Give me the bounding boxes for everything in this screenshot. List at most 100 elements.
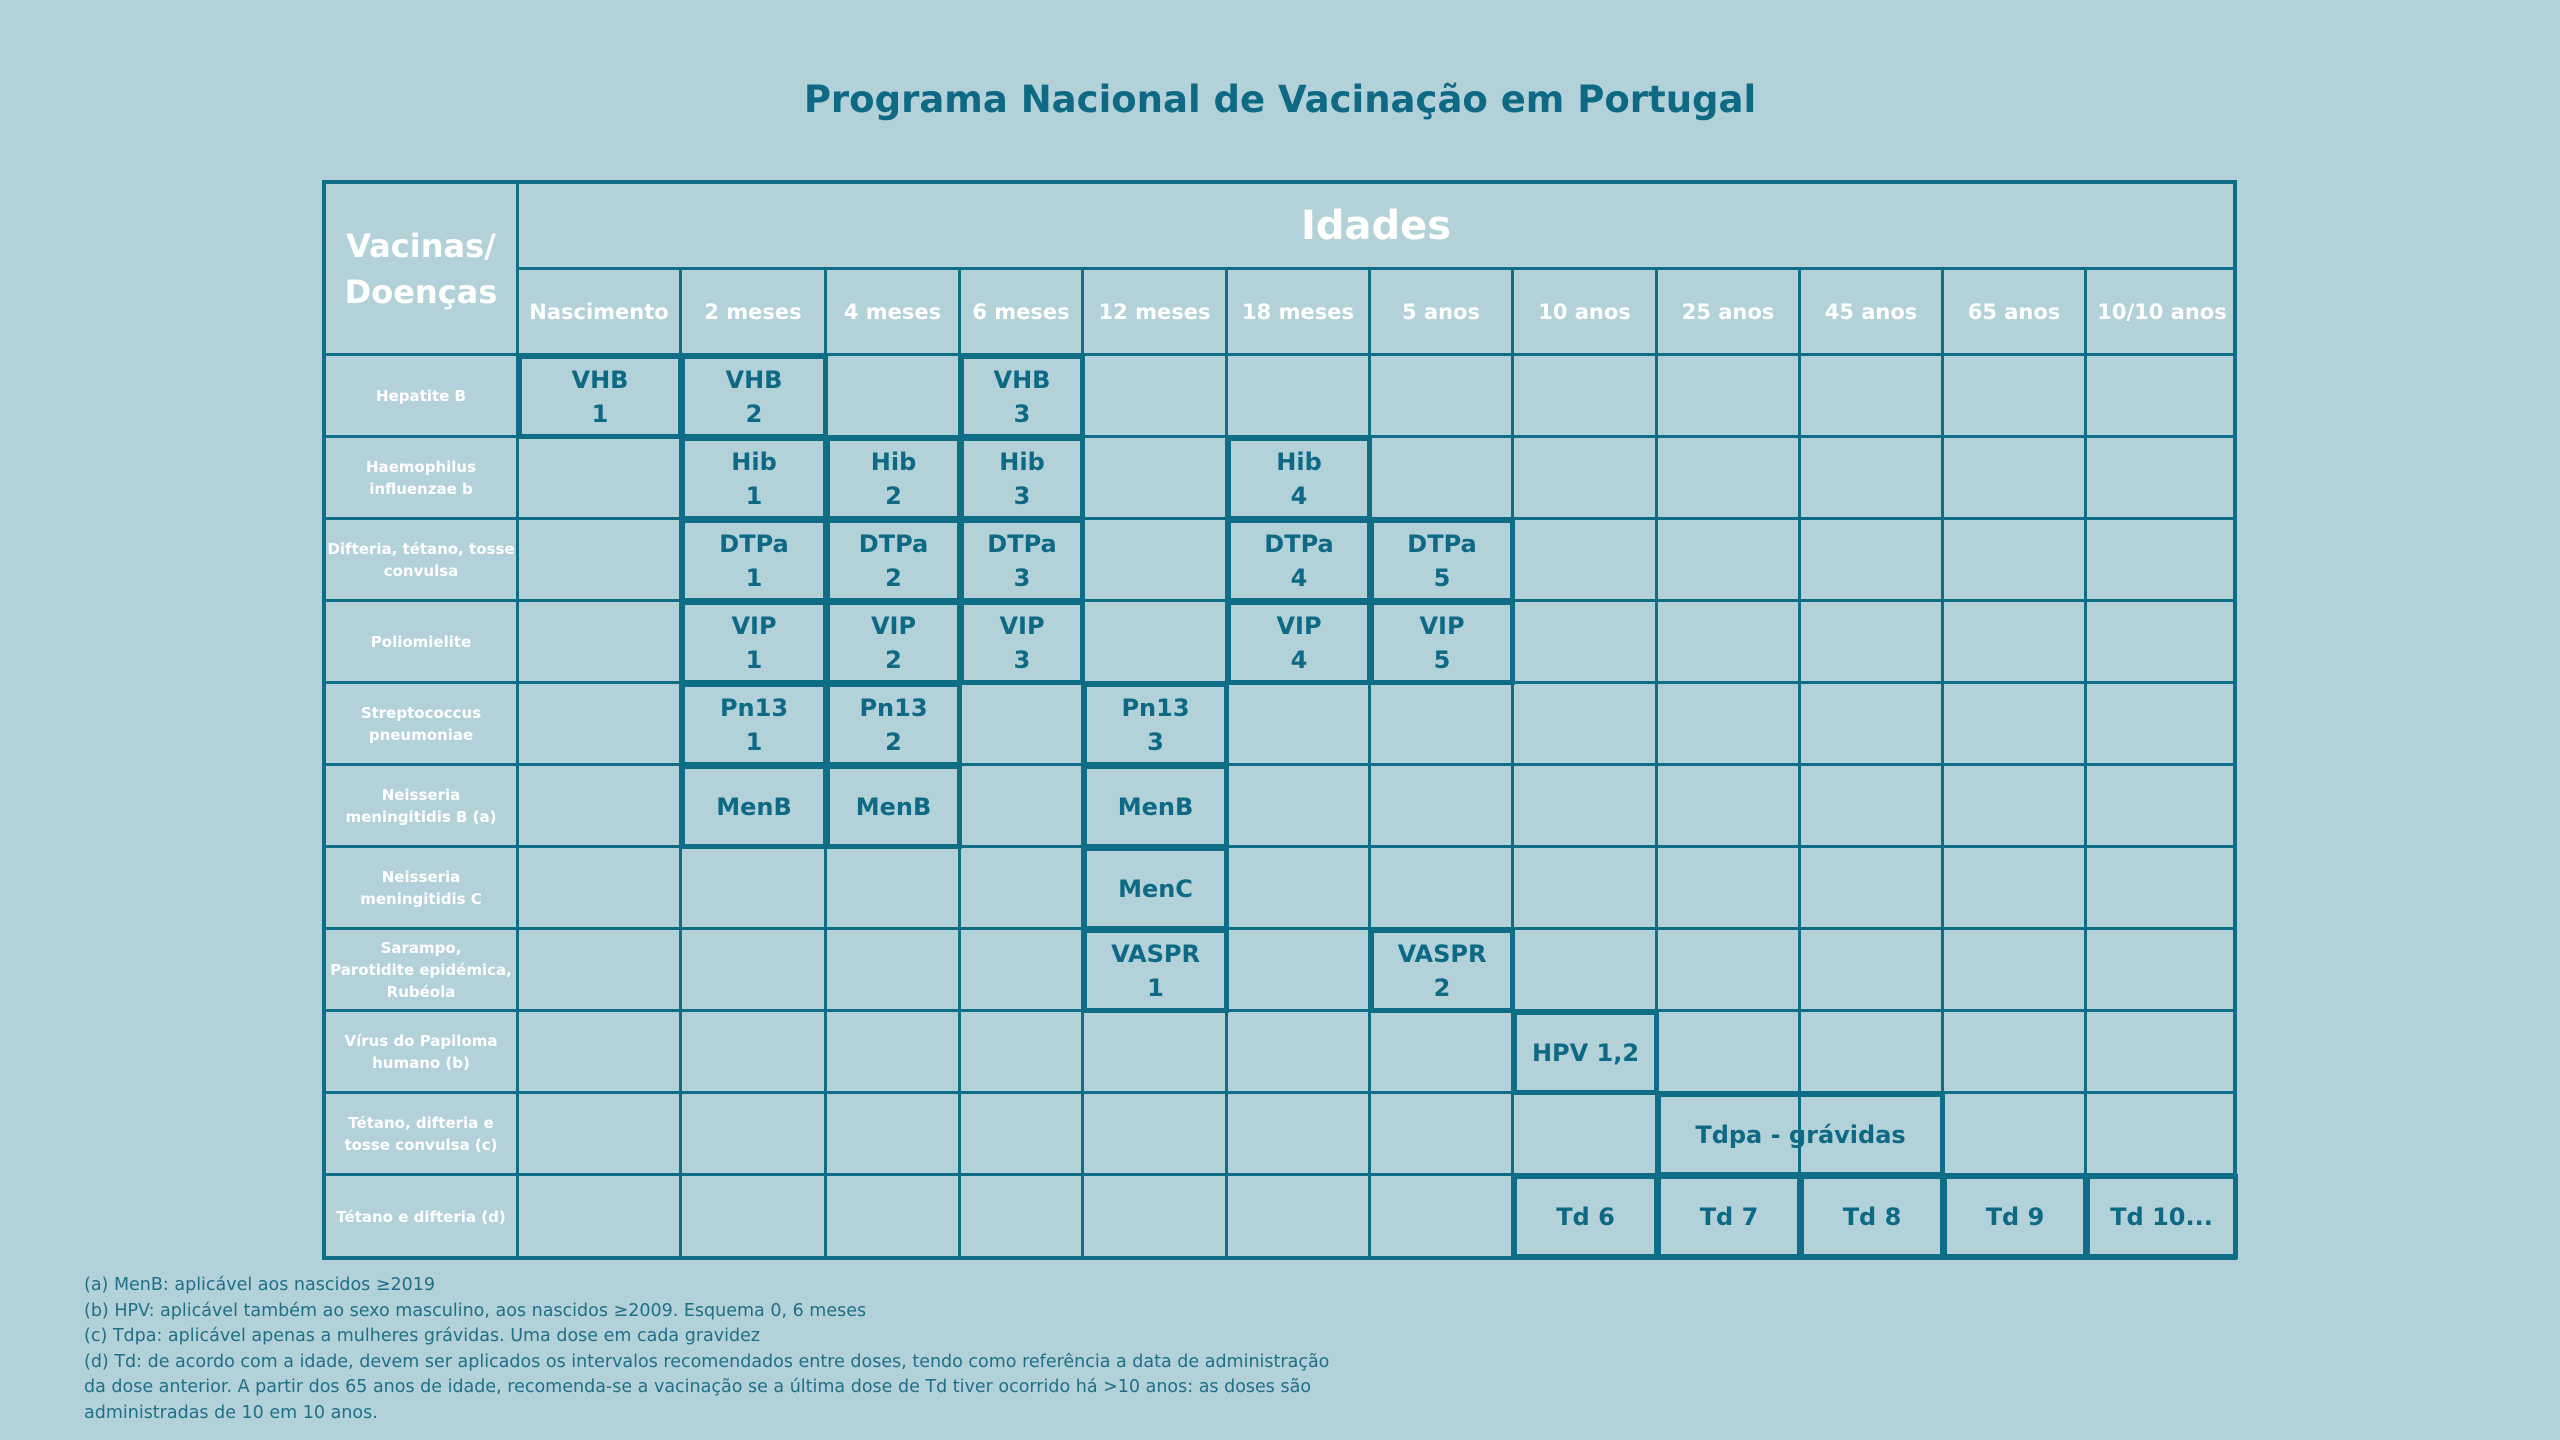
grid-cell xyxy=(2087,1012,2237,1094)
grid-cell xyxy=(1371,438,1514,520)
vaccine-dose-box: DTPa 4 xyxy=(1226,518,1372,603)
grid-cell xyxy=(2087,1094,2237,1176)
grid-cell xyxy=(1514,520,1658,602)
grid-cell xyxy=(519,602,682,684)
disease-label: Neisseria meningitidis B (a) xyxy=(326,766,519,848)
grid-cell xyxy=(1228,930,1371,1012)
grid-cell xyxy=(1658,930,1801,1012)
vaccine-dose-box: VIP 2 xyxy=(825,600,962,685)
vaccine-dose-box: VHB 2 xyxy=(680,354,828,439)
grid-cell xyxy=(1944,848,2087,930)
grid-cell xyxy=(1658,602,1801,684)
vaccine-dose-box: DTPa 5 xyxy=(1369,518,1515,603)
grid-cell xyxy=(519,520,682,602)
grid-cell xyxy=(1371,684,1514,766)
grid-cell xyxy=(2087,930,2237,1012)
footnote-line: administradas de 10 em 10 anos. xyxy=(84,1402,378,1423)
grid-cell xyxy=(1658,1012,1801,1094)
grid-cell xyxy=(827,356,961,438)
grid-cell xyxy=(519,438,682,520)
grid-cell xyxy=(519,1176,682,1258)
grid-cell xyxy=(1801,684,1944,766)
age-header-cell: 18 meses xyxy=(1228,270,1371,356)
grid-cell xyxy=(1084,1012,1228,1094)
grid-cell xyxy=(1514,930,1658,1012)
vaccine-dose-box: VIP 1 xyxy=(680,600,828,685)
grid-cell xyxy=(519,1094,682,1176)
grid-cell xyxy=(519,930,682,1012)
grid-cell xyxy=(1944,930,2087,1012)
grid-cell xyxy=(1514,602,1658,684)
grid-cell xyxy=(1944,684,2087,766)
vaccine-dose-box: Tdpa - grávidas xyxy=(1656,1092,1945,1177)
vaccine-dose-box: Td 7 xyxy=(1656,1174,1802,1259)
vaccine-dose-box: VHB 1 xyxy=(517,354,683,439)
grid-cell xyxy=(1228,356,1371,438)
grid-cell xyxy=(1084,438,1228,520)
grid-cell xyxy=(1514,684,1658,766)
footnote-line: (d) Td: de acordo com a idade, devem ser… xyxy=(84,1351,1330,1372)
footnotes: (a) MenB: aplicável aos nascidos ≥2019 (b… xyxy=(84,1273,1484,1426)
grid-cell xyxy=(1084,356,1228,438)
grid-cell xyxy=(1371,1012,1514,1094)
vaccine-dose-box: DTPa 1 xyxy=(680,518,828,603)
grid-cell xyxy=(961,766,1084,848)
vaccine-dose-box: Td 10... xyxy=(2085,1174,2238,1259)
grid-cell xyxy=(1228,1176,1371,1258)
grid-cell xyxy=(2087,848,2237,930)
age-header-cell: 4 meses xyxy=(827,270,961,356)
vaccines-diseases-header: Vacinas/ Doenças xyxy=(326,184,519,356)
grid-cell xyxy=(1658,520,1801,602)
grid-cell xyxy=(682,1094,827,1176)
grid-cell xyxy=(2087,438,2237,520)
grid-cell xyxy=(1801,356,1944,438)
vaccine-dose-box: DTPa 3 xyxy=(959,518,1085,603)
grid-cell xyxy=(827,1094,961,1176)
grid-cell xyxy=(2087,602,2237,684)
vaccination-schedule-table: Vacinas/ Doenças Idades Nascimento 2 mese… xyxy=(322,180,2238,1260)
disease-label: Vírus do Papiloma humano (b) xyxy=(326,1012,519,1094)
grid-cell xyxy=(827,1176,961,1258)
grid-cell xyxy=(1228,1012,1371,1094)
grid-cell xyxy=(1944,766,2087,848)
grid-cell xyxy=(1801,520,1944,602)
grid-cell xyxy=(1514,356,1658,438)
vaccine-dose-box: MenC xyxy=(1082,846,1229,931)
age-header-cell: 10 anos xyxy=(1514,270,1658,356)
grid-cell xyxy=(1228,766,1371,848)
grid-cell xyxy=(1371,1176,1514,1258)
grid-cell xyxy=(1514,848,1658,930)
vaccine-dose-box: Td 6 xyxy=(1512,1174,1659,1259)
grid-cell xyxy=(1801,848,1944,930)
vaccine-dose-box: VHB 3 xyxy=(959,354,1085,439)
grid-cell xyxy=(1514,438,1658,520)
grid-cell xyxy=(682,848,827,930)
grid-cell xyxy=(1658,356,1801,438)
grid-cell xyxy=(961,684,1084,766)
disease-label: Tétano, difteria e tosse convulsa (c) xyxy=(326,1094,519,1176)
age-header-cell: 45 anos xyxy=(1801,270,1944,356)
grid-cell xyxy=(1084,602,1228,684)
age-header-cell: 6 meses xyxy=(961,270,1084,356)
footnote-line: da dose anterior. A partir dos 65 anos d… xyxy=(84,1377,1312,1397)
age-header-cell: 10/10 anos xyxy=(2087,270,2237,356)
grid-cell xyxy=(1658,766,1801,848)
grid-cell xyxy=(1084,520,1228,602)
grid-cell xyxy=(1084,1176,1228,1258)
grid-cell xyxy=(682,930,827,1012)
vaccine-dose-box: VASPR 2 xyxy=(1369,928,1515,1013)
vaccine-dose-box: Hib 4 xyxy=(1226,436,1372,521)
grid-cell xyxy=(1801,930,1944,1012)
grid-cell xyxy=(1944,1012,2087,1094)
grid-cell xyxy=(1084,1094,1228,1176)
grid-cell xyxy=(1658,848,1801,930)
age-header-cell: Nascimento xyxy=(519,270,682,356)
grid-cell xyxy=(2087,520,2237,602)
disease-label: Hepatite B xyxy=(326,356,519,438)
vaccine-dose-box: MenB xyxy=(680,764,828,849)
vaccine-dose-box: Td 9 xyxy=(1942,1174,2088,1259)
grid-cell xyxy=(1371,766,1514,848)
disease-label: Sarampo, Parotidite epidémica, Rubéola xyxy=(326,930,519,1012)
grid-cell xyxy=(519,684,682,766)
vaccine-dose-box: MenB xyxy=(1082,764,1229,849)
